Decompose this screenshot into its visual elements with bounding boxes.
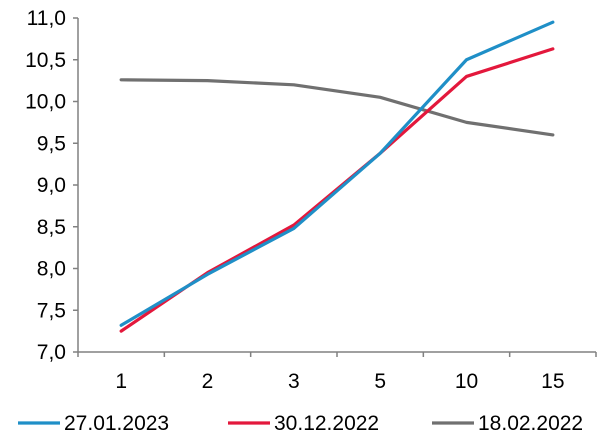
legend-label: 30.12.2022 [274, 412, 379, 435]
legend: 27.01.2023 30.12.2022 18.02.2022 [18, 412, 583, 435]
y-tick-label: 9,5 [37, 132, 66, 155]
y-tick-label: 10,5 [25, 49, 66, 72]
x-tick-label: 5 [374, 370, 386, 393]
legend-label: 18.02.2022 [478, 412, 583, 435]
y-tick-label: 8,0 [37, 258, 66, 281]
series-line-18.02.2022 [119, 78, 555, 137]
y-tick-label: 10,0 [25, 91, 66, 114]
x-tick-label: 1 [115, 370, 127, 393]
series-line-27.01.2023 [119, 20, 555, 327]
x-tick-label: 3 [288, 370, 300, 393]
x-tick-label: 10 [455, 370, 478, 393]
legend-label: 27.01.2023 [64, 412, 169, 435]
y-tick-label: 9,0 [37, 174, 66, 197]
x-axis-ticks: 1 2 3 5 10 15 [77, 352, 597, 393]
y-tick-label: 11,0 [27, 7, 66, 30]
y-tick-label: 7,5 [37, 299, 66, 322]
x-tick-label: 15 [541, 370, 564, 393]
series-lines [119, 20, 555, 333]
y-tick-label: 8,5 [37, 216, 66, 239]
y-axis-ticks: 7,0 7,5 8,0 8,5 9,0 9,5 10,0 10,5 11,0 [25, 7, 78, 364]
x-tick-label: 2 [202, 370, 214, 393]
y-tick-label: 7,0 [37, 341, 66, 364]
